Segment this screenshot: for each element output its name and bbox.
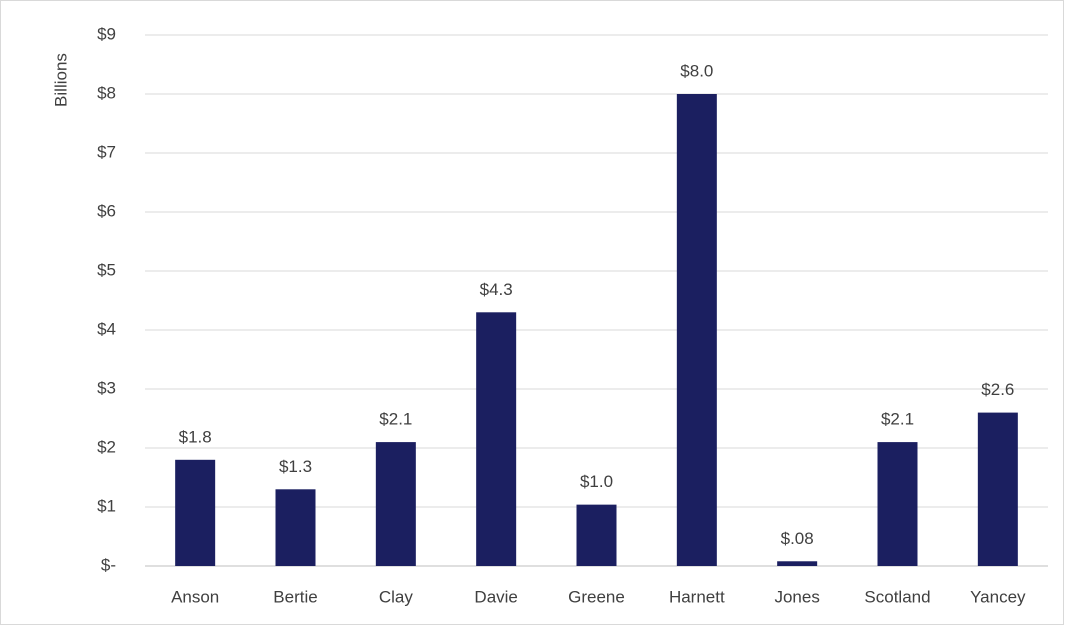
data-label: $1.8 xyxy=(179,427,212,446)
x-tick-label: Davie xyxy=(474,587,517,606)
y-tick-label: $6 xyxy=(97,201,116,220)
bar xyxy=(175,459,216,566)
x-tick-label: Clay xyxy=(379,587,414,606)
data-label: $8.0 xyxy=(680,61,713,80)
bar xyxy=(777,561,818,566)
data-label: $2.1 xyxy=(379,410,412,429)
x-tick-label: Bertie xyxy=(273,587,317,606)
y-tick-label: $1 xyxy=(97,496,116,515)
x-tick-label: Greene xyxy=(568,587,625,606)
x-tick-label: Harnett xyxy=(669,587,725,606)
x-tick-label: Scotland xyxy=(864,587,930,606)
data-label: $1.3 xyxy=(279,457,312,476)
bar xyxy=(275,489,316,566)
data-label: $.08 xyxy=(781,529,814,548)
data-label: $2.1 xyxy=(881,410,914,429)
x-tick-label: Anson xyxy=(171,587,219,606)
data-label: $1.0 xyxy=(580,472,613,491)
x-tick-label: Yancey xyxy=(970,587,1026,606)
y-tick-label: $8 xyxy=(97,83,116,102)
y-tick-label: $3 xyxy=(97,378,116,397)
data-label: $2.6 xyxy=(981,380,1014,399)
y-tick-label: $5 xyxy=(97,260,116,279)
y-tick-label: $9 xyxy=(97,24,116,43)
y-axis-label: Billions xyxy=(51,53,70,107)
y-tick-label: $7 xyxy=(97,142,116,161)
bar xyxy=(375,442,416,566)
bar xyxy=(576,504,617,566)
bar xyxy=(877,442,918,566)
x-tick-label: Jones xyxy=(774,587,819,606)
y-tick-label: $4 xyxy=(97,319,116,338)
y-tick-label: $2 xyxy=(97,437,116,456)
bar xyxy=(977,412,1018,566)
data-label: $4.3 xyxy=(480,280,513,299)
y-tick-label: $- xyxy=(101,555,116,574)
bar xyxy=(676,94,717,566)
bar xyxy=(476,312,517,566)
